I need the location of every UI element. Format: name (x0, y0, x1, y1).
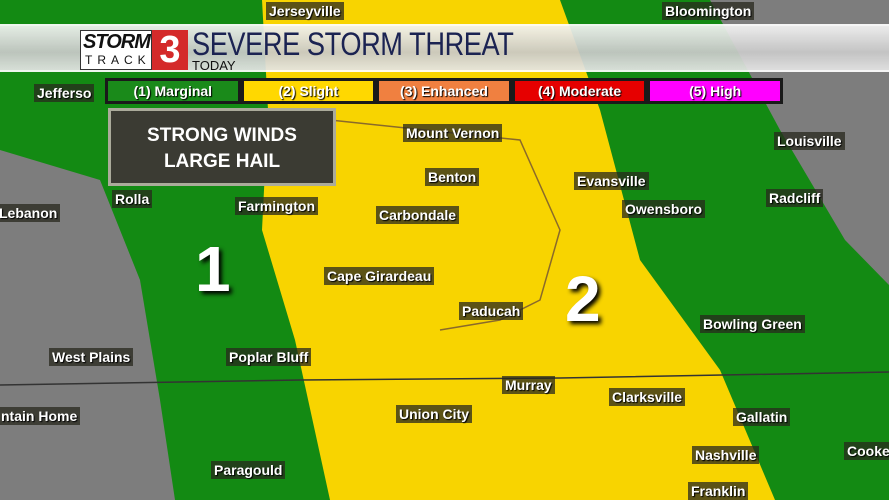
city-label: Murray (502, 376, 555, 394)
city-label: Mount Vernon (403, 124, 503, 142)
legend-moderate: (4) Moderate (514, 81, 645, 101)
city-label: Radcliff (766, 189, 824, 207)
city-label: Bowling Green (700, 315, 805, 333)
city-label: Cooke (844, 442, 889, 460)
city-label: Paragould (211, 461, 286, 479)
city-label: ntain Home (0, 407, 81, 425)
logo-text: STORM (83, 31, 151, 53)
risk-label-1: 1 (195, 233, 231, 305)
legend-marginal: (1) Marginal (108, 81, 238, 101)
city-label: Franklin (688, 482, 749, 500)
city-label: Carbondale (376, 206, 460, 224)
page-subtitle: TODAY (192, 58, 236, 73)
city-label: Cape Girardeau (324, 267, 435, 285)
city-label: Louisville (774, 132, 845, 150)
city-label: Paducah (459, 302, 524, 320)
city-label: Jefferso (34, 84, 95, 102)
city-label: Benton (425, 168, 480, 186)
storm-track-logo: STORM TRACK (80, 30, 152, 70)
page-title: SEVERE STORM THREAT (192, 26, 514, 62)
city-label: Clarksville (609, 388, 686, 406)
city-label: Union City (396, 405, 472, 423)
legend-enhanced: (3) Enhanced (379, 81, 509, 101)
city-label: West Plains (49, 348, 134, 366)
city-label: Lebanon (0, 204, 61, 222)
city-label: Nashville (692, 446, 760, 464)
city-label: Rolla (112, 190, 153, 208)
state-border (0, 371, 889, 386)
threat-box: STRONG WINDS LARGE HAIL (108, 108, 336, 186)
city-label: Poplar Bluff (226, 348, 312, 366)
threat-line: STRONG WINDS (147, 125, 297, 146)
city-label: Farmington (235, 197, 318, 215)
risk-label-2: 2 (565, 263, 601, 335)
logo-subtext: TRACK (85, 53, 151, 67)
slight-risk-area (262, 0, 775, 500)
channel-3-logo: 3 (152, 30, 188, 70)
city-label: Gallatin (733, 408, 791, 426)
risk-legend: (1) Marginal (2) Slight (3) Enhanced (4)… (105, 78, 783, 104)
city-label: Owensboro (622, 200, 706, 218)
city-label: Bloomington (662, 2, 755, 20)
legend-slight: (2) Slight (243, 81, 374, 101)
legend-high: (5) High (650, 81, 780, 101)
city-label: Jerseyville (266, 2, 344, 20)
threat-line: LARGE HAIL (163, 151, 281, 172)
city-label: Evansville (574, 172, 649, 190)
